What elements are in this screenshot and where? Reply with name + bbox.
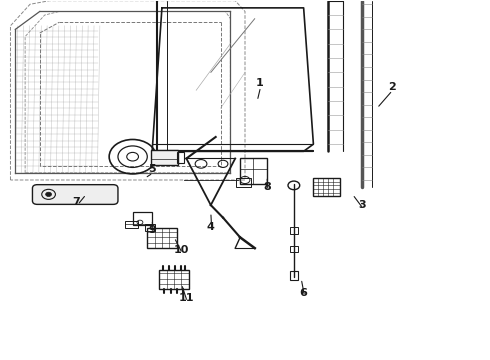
Bar bbox=[236, 178, 251, 187]
Text: 2: 2 bbox=[388, 82, 395, 92]
Bar bbox=[145, 225, 155, 231]
Bar bbox=[240, 158, 267, 184]
Text: 11: 11 bbox=[179, 293, 194, 303]
FancyBboxPatch shape bbox=[32, 185, 118, 204]
Bar bbox=[290, 226, 298, 234]
Circle shape bbox=[46, 192, 51, 197]
Text: 3: 3 bbox=[359, 200, 366, 210]
Bar bbox=[314, 178, 340, 196]
Bar bbox=[125, 221, 138, 228]
Bar bbox=[176, 152, 184, 163]
Text: 1: 1 bbox=[256, 78, 264, 88]
Bar bbox=[290, 246, 298, 252]
Text: 9: 9 bbox=[148, 225, 156, 235]
Text: 10: 10 bbox=[174, 245, 189, 255]
Bar bbox=[147, 228, 176, 248]
Text: 8: 8 bbox=[263, 182, 271, 192]
Bar bbox=[291, 271, 298, 280]
Bar bbox=[159, 270, 189, 289]
Text: 6: 6 bbox=[300, 288, 308, 298]
Text: 7: 7 bbox=[73, 197, 80, 207]
Bar bbox=[133, 212, 152, 225]
Bar bbox=[151, 150, 178, 165]
Text: 5: 5 bbox=[148, 164, 156, 174]
Text: 4: 4 bbox=[207, 222, 215, 231]
